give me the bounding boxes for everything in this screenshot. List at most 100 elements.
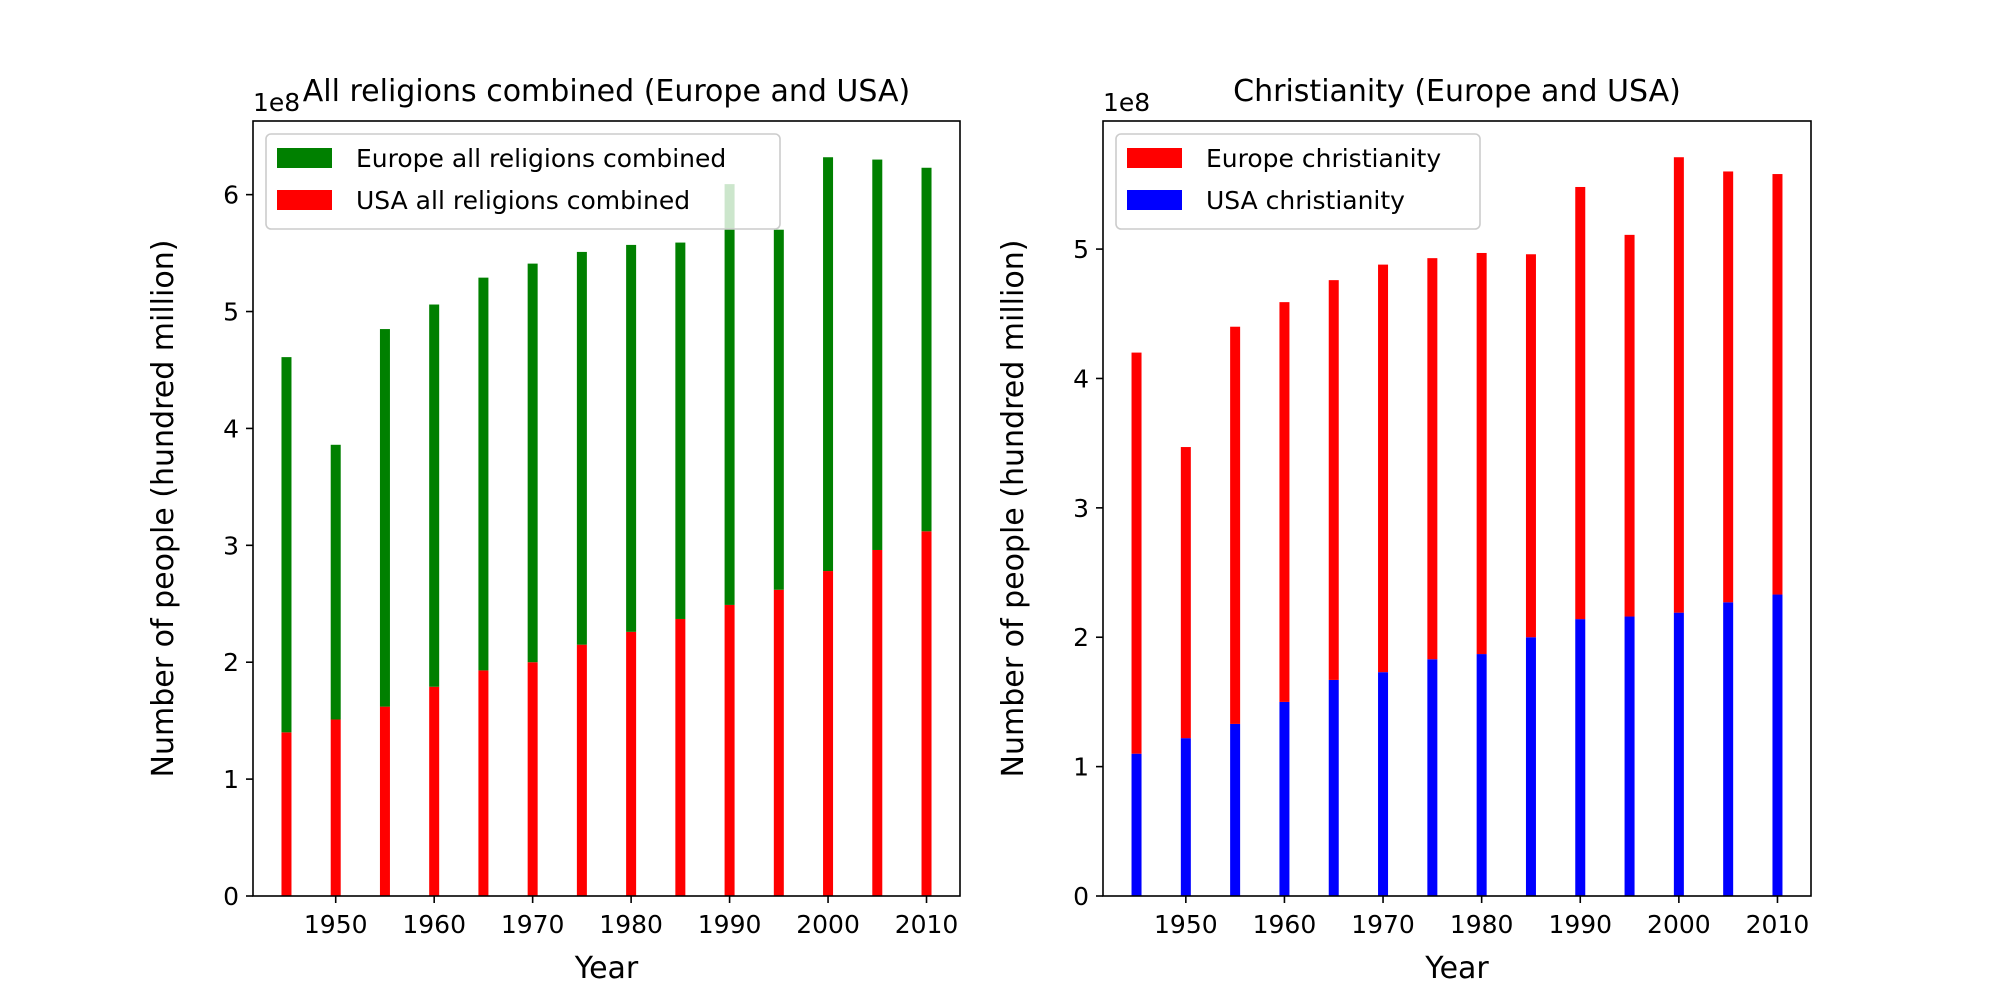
bar-usa-all-religions-combined-1965 bbox=[478, 670, 489, 896]
chart-christianity: 1950 1960 1970 1980 1990 2000 2010 0 1 2 3 4 5 1e8 Yea… bbox=[996, 74, 1812, 986]
bar-europe-christianity-1965 bbox=[1328, 280, 1339, 680]
bar-usa-all-religions-combined-1990 bbox=[724, 604, 735, 896]
bar-europe-christianity-2000 bbox=[1673, 157, 1684, 613]
bar-europe-all-religions-combined-1960 bbox=[429, 304, 440, 687]
x-tick-label: 1950 bbox=[1154, 910, 1218, 939]
bar-usa-all-religions-combined-1950 bbox=[330, 719, 341, 896]
chart-title: All religions combined (Europe and USA) bbox=[303, 74, 910, 109]
bar-usa-christianity-1950 bbox=[1180, 738, 1191, 896]
bar-usa-christianity-1985 bbox=[1525, 637, 1536, 896]
bar-usa-christianity-1975 bbox=[1427, 659, 1438, 896]
y-tick-label: 2 bbox=[1073, 623, 1089, 652]
bar-europe-christianity-1985 bbox=[1525, 254, 1536, 638]
bar-europe-all-religions-combined-2000 bbox=[823, 157, 834, 572]
bar-europe-christianity-2010 bbox=[1772, 174, 1783, 595]
bar-usa-christianity-2010 bbox=[1772, 594, 1783, 896]
y-tick-label: 0 bbox=[1073, 882, 1089, 911]
bar-usa-all-religions-combined-2010 bbox=[921, 531, 932, 896]
bar-europe-all-religions-combined-1975 bbox=[576, 251, 587, 645]
y-axis-label: Number of people (hundred million) bbox=[996, 240, 1031, 778]
bars-group bbox=[281, 157, 932, 896]
x-tick-label: 1980 bbox=[599, 910, 663, 939]
bar-europe-all-religions-combined-1965 bbox=[478, 277, 489, 671]
legend-frame bbox=[1115, 133, 1481, 230]
bar-usa-all-religions-combined-1960 bbox=[429, 686, 440, 896]
legend-label: Europe christianity bbox=[1206, 144, 1441, 173]
y-offset-text: 1e8 bbox=[253, 88, 300, 117]
legend: Europe christianity USA christianity bbox=[1115, 133, 1481, 230]
bar-europe-christianity-1990 bbox=[1575, 186, 1586, 620]
bar-europe-all-religions-combined-1945 bbox=[281, 357, 292, 733]
legend-frame bbox=[265, 133, 781, 230]
y-tick-label: 2 bbox=[223, 648, 239, 677]
y-tick-label: 3 bbox=[1073, 494, 1089, 523]
bars-group bbox=[1131, 157, 1783, 896]
x-tick-label: 1950 bbox=[304, 910, 368, 939]
legend-swatch bbox=[277, 190, 332, 210]
x-tick-label: 2010 bbox=[1746, 910, 1810, 939]
bar-europe-christianity-1995 bbox=[1624, 234, 1635, 617]
bar-usa-all-religions-combined-1995 bbox=[773, 589, 784, 896]
legend-swatch bbox=[1127, 148, 1182, 168]
x-tick-label: 2000 bbox=[796, 910, 860, 939]
bar-usa-all-religions-combined-1980 bbox=[626, 631, 637, 896]
bar-europe-all-religions-combined-1990 bbox=[724, 184, 735, 605]
x-axis-label: Year bbox=[574, 951, 639, 986]
bar-europe-all-religions-combined-2005 bbox=[872, 159, 883, 550]
legend-swatch bbox=[1127, 190, 1182, 210]
x-tick-label: 2010 bbox=[895, 910, 959, 939]
y-tick-label: 1 bbox=[1073, 753, 1089, 782]
legend-label: USA christianity bbox=[1206, 186, 1405, 215]
bar-europe-christianity-1970 bbox=[1378, 264, 1389, 673]
x-tick-label: 1990 bbox=[698, 910, 762, 939]
axes-frame bbox=[1102, 120, 1812, 897]
bar-usa-all-religions-combined-1955 bbox=[379, 706, 390, 896]
bar-europe-christianity-1955 bbox=[1230, 326, 1241, 724]
bar-usa-christianity-2005 bbox=[1723, 602, 1734, 896]
x-tick-label: 1960 bbox=[402, 910, 466, 939]
y-tick-label: 3 bbox=[223, 531, 239, 560]
legend-label: Europe all religions combined bbox=[356, 144, 726, 173]
x-tick-label: 1990 bbox=[1548, 910, 1612, 939]
chart-title: Christianity (Europe and USA) bbox=[1233, 74, 1681, 109]
y-tick-label: 0 bbox=[223, 882, 239, 911]
y-tick-label: 1 bbox=[223, 765, 239, 794]
bar-usa-christianity-1955 bbox=[1230, 723, 1241, 896]
bar-usa-all-religions-combined-1970 bbox=[527, 662, 538, 896]
bar-usa-all-religions-combined-1975 bbox=[576, 644, 587, 896]
x-tick-label: 2000 bbox=[1647, 910, 1711, 939]
bar-europe-all-religions-combined-2010 bbox=[921, 167, 932, 532]
bar-europe-all-religions-combined-1980 bbox=[626, 244, 637, 632]
bar-europe-christianity-1950 bbox=[1180, 447, 1191, 739]
bar-usa-all-religions-combined-2000 bbox=[823, 571, 834, 896]
bar-usa-all-religions-combined-1945 bbox=[281, 732, 292, 896]
x-axis-label: Year bbox=[1424, 951, 1489, 986]
bar-europe-all-religions-combined-1950 bbox=[330, 444, 341, 720]
y-tick-label: 4 bbox=[1073, 364, 1089, 393]
legend-label: USA all religions combined bbox=[356, 186, 690, 215]
bar-europe-christianity-1975 bbox=[1427, 258, 1438, 660]
x-tick-label: 1970 bbox=[1351, 910, 1415, 939]
bar-usa-christianity-1960 bbox=[1279, 701, 1290, 896]
bar-usa-christianity-1995 bbox=[1624, 616, 1635, 896]
y-offset-text: 1e8 bbox=[1103, 88, 1150, 117]
axes-frame bbox=[252, 120, 961, 897]
y-axis-label: Number of people (hundred million) bbox=[146, 240, 181, 778]
bar-europe-all-religions-combined-1995 bbox=[773, 229, 784, 590]
bar-europe-all-religions-combined-1970 bbox=[527, 263, 538, 663]
bar-usa-christianity-2000 bbox=[1673, 612, 1684, 896]
bar-europe-christianity-1980 bbox=[1476, 252, 1487, 655]
y-tick-label: 5 bbox=[1073, 235, 1089, 264]
x-tick-label: 1980 bbox=[1450, 910, 1514, 939]
bar-usa-christianity-1980 bbox=[1476, 654, 1487, 896]
bar-europe-christianity-1960 bbox=[1279, 302, 1290, 702]
x-tick-label: 1960 bbox=[1253, 910, 1317, 939]
bar-europe-all-religions-combined-1955 bbox=[379, 329, 390, 707]
bar-usa-christianity-1970 bbox=[1378, 672, 1389, 896]
y-tick-label: 6 bbox=[223, 181, 239, 210]
legend-swatch bbox=[277, 148, 332, 168]
bar-europe-all-religions-combined-1985 bbox=[675, 242, 686, 619]
bar-usa-all-religions-combined-2005 bbox=[872, 550, 883, 896]
y-tick-label: 5 bbox=[223, 298, 239, 327]
